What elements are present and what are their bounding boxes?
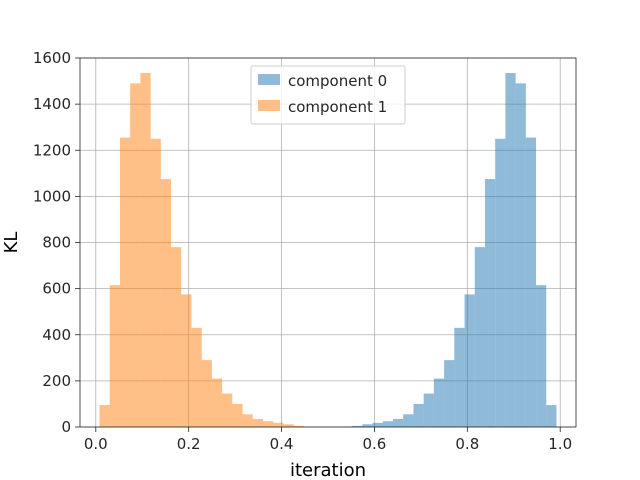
x-tick-label: 0.8 [455, 435, 479, 453]
histogram-bar-component-1 [222, 393, 233, 427]
y-tick-label: 200 [42, 372, 71, 390]
histogram-bar-component-0 [484, 179, 496, 427]
histogram-bar-component-1 [119, 137, 131, 428]
histogram-bar-component-0 [464, 294, 475, 427]
legend-swatch-component-1 [258, 100, 280, 111]
y-tick-label: 1600 [33, 49, 71, 67]
histogram-bar-component-1 [242, 414, 253, 427]
histogram-bar-component-0 [515, 83, 526, 428]
histogram-bar-component-0 [433, 378, 445, 427]
histogram-bar-component-1 [181, 294, 192, 427]
histogram-bar-component-0 [546, 405, 557, 427]
histogram-bar-component-0 [382, 421, 394, 427]
x-tick-label: 0.2 [177, 435, 201, 453]
histogram-bar-component-0 [525, 137, 537, 428]
histogram-bar-component-0 [474, 247, 485, 427]
histogram-bar-component-0 [495, 138, 506, 427]
histogram-bar-component-1 [293, 425, 304, 427]
histogram-bar-component-1 [232, 403, 243, 427]
histogram-bar-component-1 [140, 72, 151, 427]
histogram-bar-component-1 [201, 360, 212, 427]
y-tick-label: 600 [42, 280, 71, 298]
y-tick-label: 0 [61, 418, 71, 436]
y-tick-label: 800 [42, 234, 71, 252]
histogram-bar-component-1 [252, 418, 263, 427]
legend-swatch-component-0 [258, 74, 280, 85]
legend-label-component-1: component 1 [288, 98, 387, 116]
histogram-bar-component-0 [393, 418, 404, 427]
histogram-bar-component-1 [191, 327, 202, 427]
histogram-bar-component-0 [403, 414, 414, 427]
histogram-bar-component-1 [109, 285, 120, 427]
histogram-bar-component-1 [171, 247, 182, 427]
histogram-bar-component-0 [423, 393, 434, 427]
x-axis-label: iteration [290, 460, 366, 480]
y-tick-label: 1400 [33, 95, 71, 113]
histogram-bar-component-1 [211, 378, 223, 427]
histogram-bar-component-0 [372, 422, 383, 427]
axis-ticks: 0.0 0.2 0.4 0.6 0.8 1.0 0 200 400 600 800 1000 1200 1… [33, 49, 572, 453]
histogram-bar-component-0 [413, 403, 424, 427]
histogram-bar-component-1 [150, 138, 161, 427]
histogram-bar-component-0 [352, 425, 363, 427]
histogram-bar-component-0 [444, 360, 455, 427]
x-tick-label: 0.4 [270, 435, 294, 453]
histogram-bar-component-1 [130, 83, 141, 428]
histogram-bar-component-0 [505, 72, 516, 427]
bars-layer [99, 72, 557, 428]
y-tick-label: 1200 [33, 141, 71, 159]
legend-box [250, 65, 406, 125]
histogram-bar-component-1 [262, 421, 274, 427]
histogram-bar-component-1 [99, 405, 110, 427]
x-tick-label: 0.6 [363, 435, 387, 453]
histogram-bar-component-1 [273, 422, 284, 427]
x-tick-label: 1.0 [548, 435, 572, 453]
histogram-bar-component-1 [283, 424, 294, 427]
legend: component 0 component 1 [250, 65, 406, 125]
x-tick-label: 0.0 [84, 435, 108, 453]
legend-label-component-0: component 0 [288, 72, 387, 90]
histogram-bar-component-0 [362, 424, 373, 427]
y-tick-label: 400 [42, 326, 71, 344]
histogram-bar-component-1 [160, 179, 172, 427]
y-axis-label: KL [1, 232, 22, 254]
histogram-bar-component-0 [536, 285, 547, 427]
y-tick-label: 1000 [33, 187, 71, 205]
histogram-bar-component-0 [454, 327, 465, 427]
